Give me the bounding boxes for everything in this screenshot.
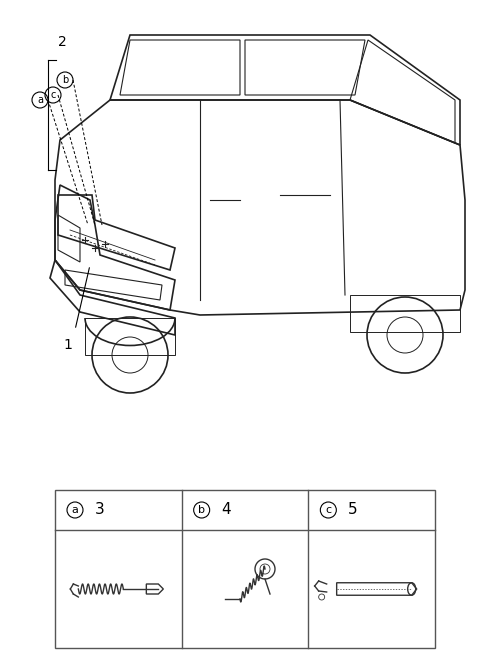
- Text: a: a: [72, 505, 78, 515]
- Text: 1: 1: [63, 338, 72, 352]
- Text: c: c: [325, 505, 331, 515]
- Text: b: b: [198, 505, 205, 515]
- Text: b: b: [62, 75, 68, 85]
- Text: 4: 4: [222, 503, 231, 517]
- Text: 5: 5: [348, 503, 358, 517]
- Text: 3: 3: [95, 503, 105, 517]
- Text: 2: 2: [58, 35, 66, 49]
- Text: a: a: [37, 95, 43, 105]
- Text: c: c: [50, 90, 56, 100]
